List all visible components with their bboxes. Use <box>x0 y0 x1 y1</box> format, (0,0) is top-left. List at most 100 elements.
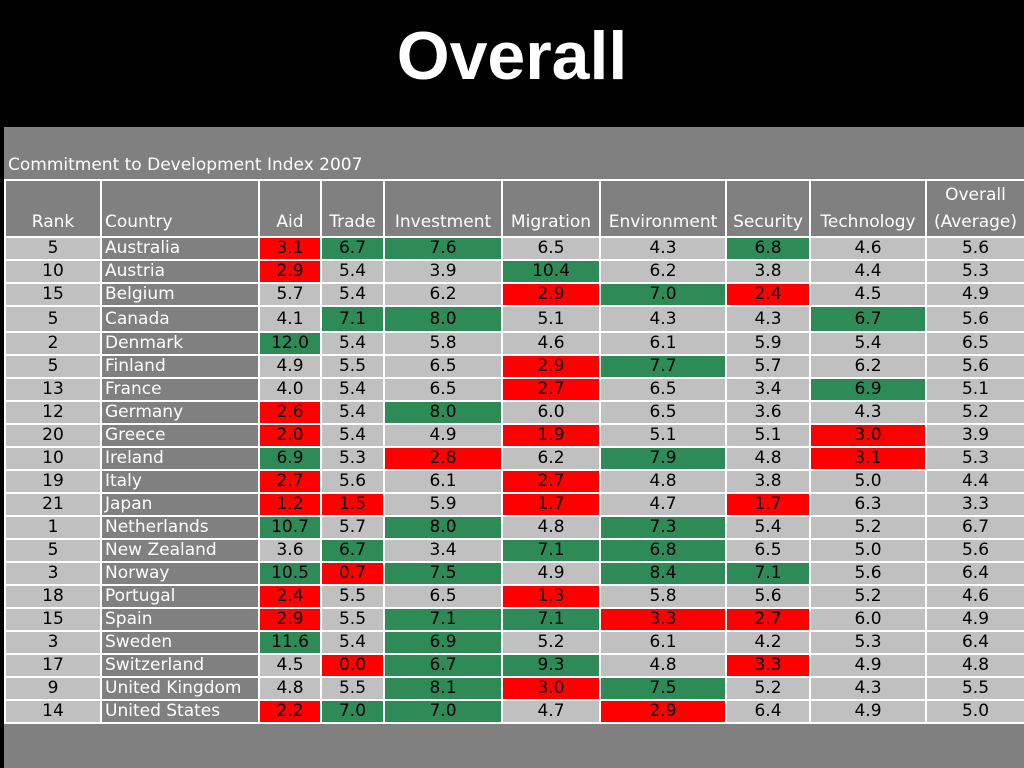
overall-cell: 3.9 <box>925 423 1024 448</box>
trade-cell: 5.4 <box>320 400 385 425</box>
investment-cell: 7.1 <box>383 607 503 632</box>
technology-cell: 5.2 <box>809 584 927 609</box>
aid-cell: 6.9 <box>258 446 322 471</box>
rank-cell: 5 <box>4 305 102 333</box>
security-cell: 3.4 <box>725 377 811 402</box>
overall-cell: 5.2 <box>925 400 1024 425</box>
table-row: 9 United Kingdom 4.8 5.5 8.1 3.0 7.5 5.2 4.3 5.5 <box>4 676 1024 701</box>
technology-cell: 4.9 <box>809 653 927 678</box>
trade-cell: 5.6 <box>320 469 385 494</box>
table-row: 13 France 4.0 5.4 6.5 2.7 6.5 3.4 6.9 5.1 <box>4 377 1024 402</box>
security-cell: 3.8 <box>725 259 811 284</box>
technology-cell: 4.9 <box>809 699 927 724</box>
overall-cell: 3.3 <box>925 492 1024 517</box>
table-row: 5 New Zealand 3.6 6.7 3.4 7.1 6.8 6.5 5.0 5.6 <box>4 538 1024 563</box>
country-cell: New Zealand <box>100 538 260 563</box>
investment-cell: 6.5 <box>383 377 503 402</box>
rank-cell: 5 <box>4 538 102 563</box>
trade-cell: 5.5 <box>320 676 385 701</box>
migration-cell: 7.1 <box>501 538 601 563</box>
table-row: 17 Switzerland 4.5 0.0 6.7 9.3 4.8 3.3 4.9 4.8 <box>4 653 1024 678</box>
environment-cell: 4.3 <box>599 305 727 333</box>
migration-cell: 2.7 <box>501 469 601 494</box>
header-aid: Aid <box>258 179 322 238</box>
rank-cell: 2 <box>4 331 102 356</box>
overall-cell: 5.6 <box>925 305 1024 333</box>
overall-cell: 5.6 <box>925 236 1024 261</box>
investment-cell: 3.4 <box>383 538 503 563</box>
rank-cell: 19 <box>4 469 102 494</box>
migration-cell: 4.8 <box>501 515 601 540</box>
security-cell: 5.9 <box>725 331 811 356</box>
aid-cell: 10.7 <box>258 515 322 540</box>
overall-cell: 5.1 <box>925 377 1024 402</box>
table-row: 5 Australia 3.1 6.7 7.6 6.5 4.3 6.8 4.6 5.6 <box>4 236 1024 261</box>
environment-cell: 6.1 <box>599 331 727 356</box>
trade-cell: 5.4 <box>320 282 385 307</box>
security-cell: 5.6 <box>725 584 811 609</box>
rank-cell: 20 <box>4 423 102 448</box>
rank-cell: 10 <box>4 259 102 284</box>
investment-cell: 6.5 <box>383 584 503 609</box>
security-cell: 3.8 <box>725 469 811 494</box>
rank-cell: 18 <box>4 584 102 609</box>
aid-cell: 10.5 <box>258 561 322 586</box>
aid-cell: 2.4 <box>258 584 322 609</box>
rank-cell: 3 <box>4 561 102 586</box>
rank-cell: 1 <box>4 515 102 540</box>
table-row: 2 Denmark 12.0 5.4 5.8 4.6 6.1 5.9 5.4 6.5 <box>4 331 1024 356</box>
country-cell: Australia <box>100 236 260 261</box>
overall-cell: 5.3 <box>925 446 1024 471</box>
overall-cell: 6.7 <box>925 515 1024 540</box>
migration-cell: 5.1 <box>501 305 601 333</box>
country-cell: Germany <box>100 400 260 425</box>
security-cell: 6.5 <box>725 538 811 563</box>
overall-cell: 5.3 <box>925 259 1024 284</box>
country-cell: Ireland <box>100 446 260 471</box>
migration-cell: 6.0 <box>501 400 601 425</box>
header-technology: Technology <box>809 179 927 238</box>
table-row: 19 Italy 2.7 5.6 6.1 2.7 4.8 3.8 5.0 4.4 <box>4 469 1024 494</box>
trade-cell: 6.7 <box>320 538 385 563</box>
aid-cell: 2.0 <box>258 423 322 448</box>
aid-cell: 2.7 <box>258 469 322 494</box>
security-cell: 2.4 <box>725 282 811 307</box>
environment-cell: 6.1 <box>599 630 727 655</box>
migration-cell: 6.2 <box>501 446 601 471</box>
trade-cell: 5.5 <box>320 607 385 632</box>
header-overall: Overall (Average) <box>925 179 1024 238</box>
aid-cell: 2.9 <box>258 259 322 284</box>
header-trade: Trade <box>320 179 385 238</box>
security-cell: 2.7 <box>725 607 811 632</box>
environment-cell: 6.8 <box>599 538 727 563</box>
migration-cell: 7.1 <box>501 607 601 632</box>
security-cell: 7.1 <box>725 561 811 586</box>
technology-cell: 6.0 <box>809 607 927 632</box>
country-cell: Belgium <box>100 282 260 307</box>
aid-cell: 11.6 <box>258 630 322 655</box>
trade-cell: 5.4 <box>320 331 385 356</box>
investment-cell: 8.0 <box>383 400 503 425</box>
migration-cell: 5.2 <box>501 630 601 655</box>
investment-cell: 8.0 <box>383 305 503 333</box>
investment-cell: 6.2 <box>383 282 503 307</box>
aid-cell: 4.1 <box>258 305 322 333</box>
technology-cell: 5.2 <box>809 515 927 540</box>
aid-cell: 4.9 <box>258 354 322 379</box>
table-row: 12 Germany 2.6 5.4 8.0 6.0 6.5 3.6 4.3 5.2 <box>4 400 1024 425</box>
technology-cell: 3.1 <box>809 446 927 471</box>
aid-cell: 4.8 <box>258 676 322 701</box>
environment-cell: 4.8 <box>599 653 727 678</box>
security-cell: 1.7 <box>725 492 811 517</box>
aid-cell: 2.9 <box>258 607 322 632</box>
security-cell: 3.3 <box>725 653 811 678</box>
investment-cell: 6.7 <box>383 653 503 678</box>
investment-cell: 5.8 <box>383 331 503 356</box>
migration-cell: 4.7 <box>501 699 601 724</box>
security-cell: 6.4 <box>725 699 811 724</box>
technology-cell: 6.3 <box>809 492 927 517</box>
country-cell: France <box>100 377 260 402</box>
cdi-table: Rank Country Aid Trade Investment Migrat… <box>4 179 1024 724</box>
technology-cell: 5.0 <box>809 469 927 494</box>
trade-cell: 5.4 <box>320 259 385 284</box>
